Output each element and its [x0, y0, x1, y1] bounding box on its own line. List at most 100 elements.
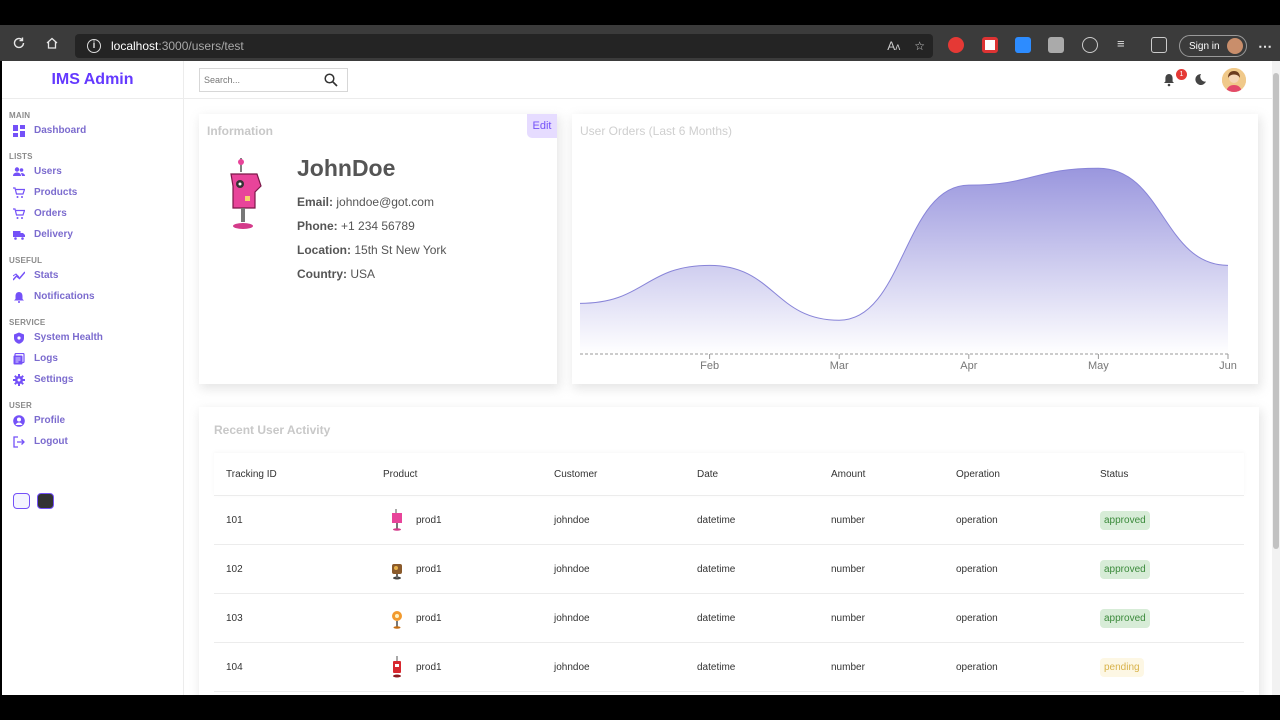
collections-icon[interactable] [1151, 37, 1167, 53]
amount: number [831, 563, 865, 575]
cart-icon [13, 207, 25, 219]
home-icon[interactable] [41, 32, 63, 54]
chart-series-line [579, 167, 1229, 321]
theme-light-swatch[interactable] [13, 493, 30, 509]
table-row[interactable]: 103 prod1 johndoe datetime number operat… [214, 594, 1244, 643]
user-avatar[interactable] [1222, 68, 1246, 92]
app: IMS Admin MAIN Dashboard LISTS Users Pro… [2, 61, 1272, 695]
address-bar[interactable]: i localhost:3000/users/test Aʌ ☆ [75, 34, 933, 58]
activity-table: Tracking ID Product Customer Date Amount… [214, 453, 1244, 692]
user-orders-chart-card: User Orders (Last 6 Months) Feb Mar Apr May… [572, 114, 1258, 384]
extension-icon-2[interactable] [982, 37, 998, 53]
sidebar-item-delivery[interactable]: Delivery [13, 224, 183, 245]
product-brown-robot-icon [392, 564, 402, 580]
sidebar-item-dashboard[interactable]: Dashboard [13, 120, 183, 141]
sidebar-item-profile[interactable]: Profile [13, 410, 183, 431]
tracking-id: 102 [226, 563, 243, 575]
sidebar-item-label: Orders [34, 208, 67, 219]
url-host: localhost [111, 39, 159, 53]
notifications-bell-icon[interactable] [1163, 73, 1175, 87]
amount: number [831, 661, 865, 673]
operation: operation [956, 661, 998, 673]
logo[interactable]: IMS Admin [2, 61, 183, 99]
table-row[interactable]: 104 prod1 johndoe datetime number operat… [214, 643, 1244, 692]
dashboard-icon [13, 124, 25, 137]
reload-icon[interactable] [8, 32, 30, 54]
location-value: 15th St New York [354, 243, 447, 257]
edit-button[interactable]: Edit [527, 114, 557, 138]
scrollbar-thumb[interactable] [1273, 73, 1279, 549]
sidebar-item-orders[interactable]: Orders [13, 203, 183, 224]
info-icon[interactable]: i [87, 39, 101, 53]
status-cell: approved [1100, 496, 1150, 544]
signin-label: Sign in [1189, 40, 1220, 52]
sidebar-item-users[interactable]: Users [13, 161, 183, 182]
tracking-id: 101 [226, 514, 243, 526]
favorites-icon[interactable]: ≡ [1117, 36, 1125, 51]
gear-icon [13, 373, 25, 386]
search-icon[interactable] [324, 73, 338, 87]
sidebar-item-logout[interactable]: Logout [13, 431, 183, 452]
section-main: MAIN [9, 111, 31, 120]
chart-tick-label: Jun [1219, 360, 1237, 372]
product-name: prod1 [416, 563, 442, 575]
product-name: prod1 [416, 661, 442, 673]
search-input[interactable] [204, 75, 324, 85]
search-box [199, 68, 348, 92]
operation: operation [956, 612, 998, 624]
stats-icon [13, 271, 25, 280]
product-cell: prod1 [389, 643, 442, 691]
extension-icon-4[interactable] [1048, 37, 1064, 53]
sidebar-item-label: Logout [34, 436, 68, 447]
sidebar: IMS Admin MAIN Dashboard LISTS Users Pro… [2, 61, 184, 695]
col-amount: Amount [831, 468, 866, 480]
sidebar-item-label: Stats [34, 270, 59, 281]
bell-icon [14, 291, 24, 303]
product-orange-robot-icon [392, 611, 402, 629]
recent-activity-card: Recent User Activity Tracking ID Product… [199, 407, 1259, 695]
customer: johndoe [554, 514, 590, 526]
more-menu-icon[interactable]: ⋯ [1258, 38, 1272, 54]
chart-tick-label: May [1088, 360, 1109, 372]
sidebar-item-settings[interactable]: Settings [13, 369, 183, 390]
signin-button[interactable]: Sign in [1179, 35, 1247, 57]
extension-icon-1[interactable] [948, 37, 964, 53]
product-name: prod1 [416, 612, 442, 624]
extensions-puzzle-icon[interactable] [1082, 37, 1098, 53]
table-row[interactable]: 102 prod1 johndoe datetime number operat… [214, 545, 1244, 594]
table-row[interactable]: 101 prod1 johndoe datetime number operat… [214, 496, 1244, 545]
sidebar-item-system-health[interactable]: System Health [13, 327, 183, 348]
status-badge: approved [1100, 559, 1150, 579]
product-cell: prod1 [389, 496, 442, 544]
sidebar-item-products[interactable]: Products [13, 182, 183, 203]
amount: number [831, 514, 865, 526]
dark-mode-moon-icon[interactable] [1194, 73, 1207, 86]
url-path: :3000/users/test [158, 39, 244, 53]
col-customer: Customer [554, 468, 598, 480]
sidebar-item-label: Delivery [34, 229, 73, 240]
status-cell: pending [1100, 643, 1144, 691]
product-name: prod1 [416, 514, 442, 526]
theme-dark-swatch[interactable] [37, 493, 54, 509]
sidebar-item-label: System Health [34, 332, 103, 343]
product-red-robot-icon [393, 656, 401, 678]
sidebar-item-stats[interactable]: Stats [13, 265, 183, 286]
tracking-id: 104 [226, 661, 243, 673]
location-row: Location: 15th St New York [297, 243, 446, 257]
sidebar-item-logs[interactable]: Logs [13, 348, 183, 369]
favorite-star-icon[interactable]: ☆ [914, 39, 925, 53]
page-scrollbar[interactable] [1272, 61, 1280, 695]
users-icon [13, 166, 25, 176]
section-lists: LISTS [9, 152, 33, 161]
section-user: USER [9, 401, 33, 410]
status-cell: approved [1100, 594, 1150, 642]
shield-icon [14, 332, 24, 344]
col-tracking-id: Tracking ID [226, 468, 277, 480]
date: datetime [697, 563, 736, 575]
truck-icon [13, 230, 25, 240]
customer: johndoe [554, 612, 590, 624]
extension-icon-3[interactable] [1015, 37, 1031, 53]
col-status: Status [1100, 468, 1129, 480]
sidebar-item-notifications[interactable]: Notifications [13, 286, 183, 307]
read-aloud-icon[interactable]: Aʌ [887, 39, 901, 53]
